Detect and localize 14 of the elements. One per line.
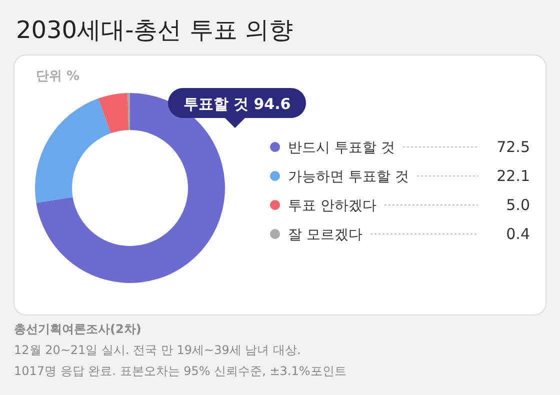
chart-title: 2030세대-총선 투표 의향 <box>16 16 293 44</box>
data-label: 0.4 <box>506 225 530 243</box>
legend-label: 잘 모르겠다 <box>288 227 362 243</box>
text: 총선기획여론조사(2차) <box>14 322 142 336</box>
data-label: 22.1 <box>496 167 530 185</box>
text: 1017명 응답 완료. 표본오차는 95% 신뢰수준, ±3.1%포인트 <box>14 364 346 378</box>
text: 12월 20~21일 실시. 전국 만 19세~39세 남녀 대상. <box>14 343 301 357</box>
legend-label: 반드시 투표할 것 <box>288 140 395 156</box>
callout: 투표할 것 94.6 <box>168 88 306 128</box>
legend-label: 가능하면 투표할 것 <box>288 169 409 185</box>
chart-subtitle: 단위 % <box>36 69 80 84</box>
data-label: 5.0 <box>506 196 530 214</box>
legend-label: 투표 안하겠다 <box>288 198 376 214</box>
data-label: 72.5 <box>496 138 530 156</box>
